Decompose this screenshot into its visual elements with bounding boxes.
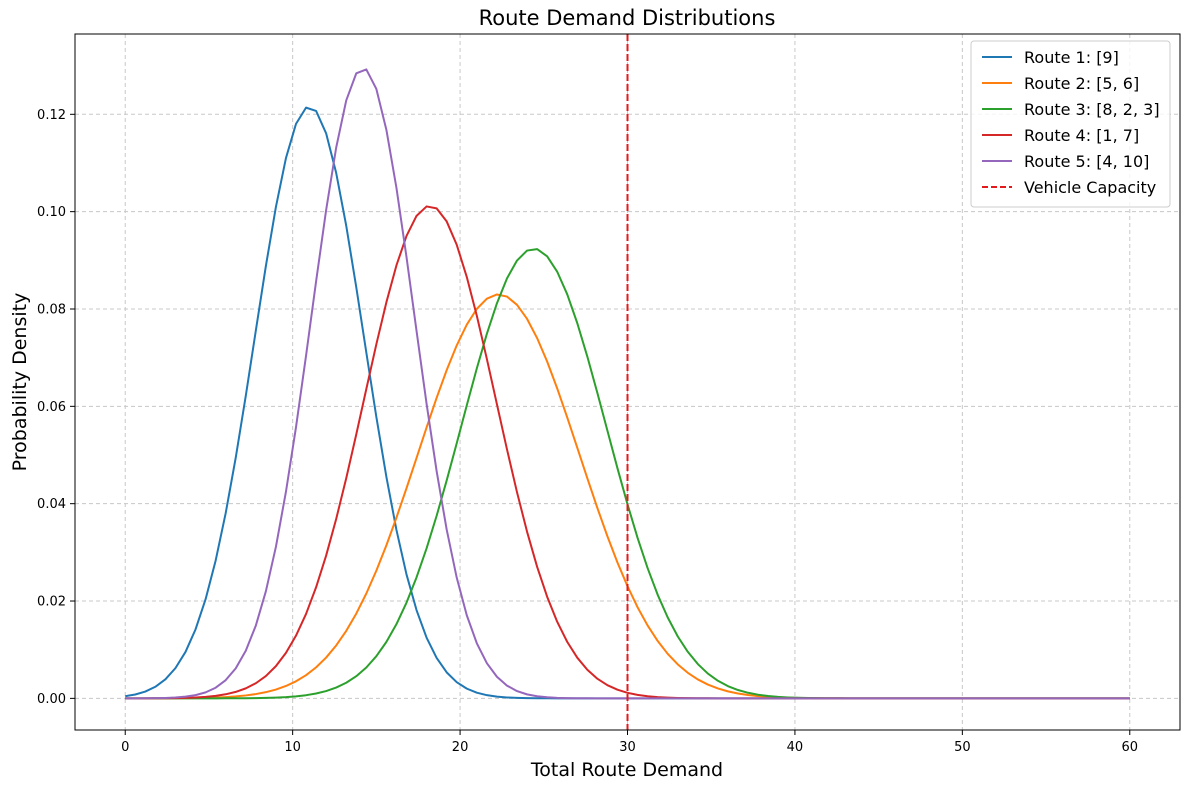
x-axis-title: Total Route Demand	[530, 759, 723, 781]
x-tick-label: 40	[787, 740, 804, 755]
legend: Route 1: [9] Route 2: [5, 6] Route 3: [8, …	[970, 40, 1171, 208]
y-tick-label: 0.12	[37, 108, 66, 123]
legend-label: Route 3: [8, 2, 3]	[1024, 100, 1160, 119]
x-tick-label: 0	[121, 740, 129, 755]
x-tick-label: 50	[954, 740, 971, 755]
y-tick-label: 0.10	[37, 205, 66, 220]
y-tick-label: 0.02	[37, 595, 66, 610]
legend-label: Vehicle Capacity	[1024, 178, 1156, 197]
legend-label: Route 2: [5, 6]	[1024, 74, 1139, 93]
x-tick-label: 10	[284, 740, 301, 755]
y-tick-label: 0.08	[37, 302, 66, 317]
x-axis-ticks: 0 10 20 30 40 50 60	[121, 730, 1138, 755]
legend-label: Route 4: [1, 7]	[1024, 126, 1139, 145]
legend-label: Route 1: [9]	[1024, 48, 1119, 67]
chart-title: Route Demand Distributions	[479, 6, 776, 30]
legend-label: Route 5: [4, 10]	[1024, 152, 1149, 171]
x-tick-label: 20	[452, 740, 469, 755]
legend-box	[970, 40, 1171, 208]
y-axis-title: Probability Density	[9, 293, 31, 472]
y-tick-label: 0.06	[37, 400, 66, 415]
y-tick-label: 0.04	[37, 497, 66, 512]
y-tick-label: 0.00	[37, 692, 66, 707]
x-tick-label: 60	[1121, 740, 1138, 755]
x-tick-label: 30	[619, 740, 636, 755]
y-axis-ticks: 0.00 0.02 0.04 0.06 0.08 0.10 0.12	[37, 108, 75, 707]
